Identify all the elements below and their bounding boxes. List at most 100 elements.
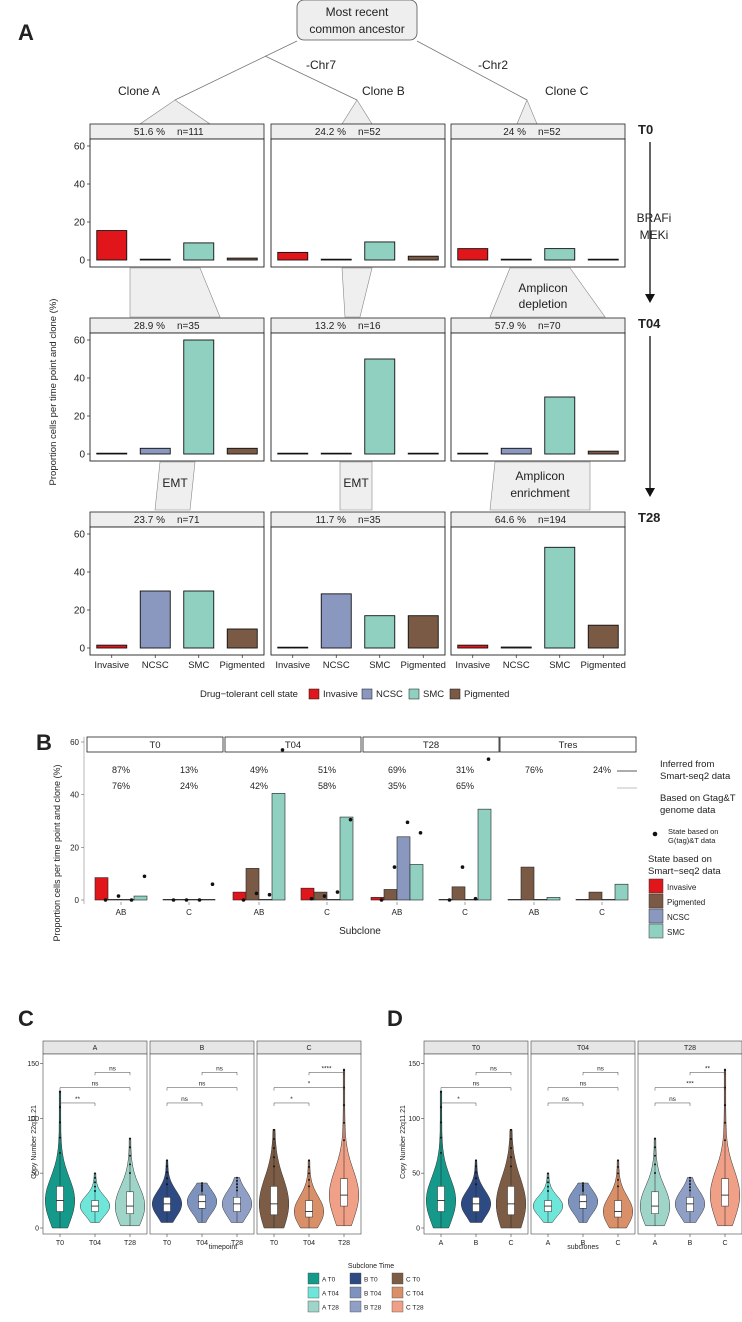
outlier-dot <box>59 1151 61 1154</box>
box <box>651 1191 659 1214</box>
legend-b-label-smc: SMC <box>667 928 685 937</box>
dot-gtag-ncsc <box>267 892 272 897</box>
significance-bracket <box>59 1102 96 1106</box>
bar-smc <box>339 816 354 901</box>
panel-b: B Proportion cells per time point and cl… <box>36 730 736 942</box>
outlier-dot <box>201 1187 203 1190</box>
legend-cd-swatch-c_t04 <box>391 1286 404 1299</box>
pct-gtag: 35% <box>388 781 406 791</box>
y-tick-label: 100 <box>408 1116 420 1123</box>
bar-invasive <box>457 644 489 649</box>
outlier-dot <box>166 1177 168 1180</box>
x-tick-label: SMC <box>369 660 390 671</box>
facet-strip-label: T04 <box>285 740 301 751</box>
bar-invasive <box>457 248 489 261</box>
y-tick-label: 0 <box>75 896 80 905</box>
facet-strip-percent: 28.9 % <box>134 321 165 332</box>
pct-smartseq: 76% <box>525 765 543 775</box>
legend-cd-label-b_t28: B T28 <box>364 1305 382 1312</box>
tree-label-chr2: -Chr2 <box>478 58 508 72</box>
bar-invasive <box>575 899 590 901</box>
facet-strip <box>499 736 637 753</box>
outlier-dot <box>94 1185 96 1188</box>
significance-label: ns <box>562 1096 570 1103</box>
significance-bracket <box>440 1087 512 1091</box>
bar-invasive <box>277 251 309 261</box>
facet-plot-frame <box>450 332 626 462</box>
outlier-dot <box>510 1147 512 1150</box>
dot-gtag-smc <box>210 882 215 886</box>
legend-b-dot <box>652 831 658 837</box>
outlier-dot <box>308 1178 310 1181</box>
dot-gtag-pigmented <box>322 894 327 898</box>
significance-bracket <box>308 1072 345 1076</box>
significance-label: ns <box>473 1081 481 1088</box>
outlier-dot <box>273 1165 275 1168</box>
x-tick-label: C <box>599 908 605 917</box>
bar-ncsc <box>320 258 352 261</box>
bar-invasive <box>94 877 109 901</box>
bar-smc <box>477 808 492 901</box>
outlier-dot <box>654 1137 656 1140</box>
y-tick-label: 150 <box>27 1061 39 1068</box>
panel-a: A Most recent common ancestor -Chr7 -Chr… <box>18 0 671 700</box>
connector-b-t0-t04 <box>341 267 373 318</box>
tree-cone-b <box>341 99 373 125</box>
significance-label: *** <box>686 1081 694 1088</box>
x-tick-label: NCSC <box>142 660 169 671</box>
significance-label: ** <box>75 1096 81 1103</box>
outlier-dot <box>547 1189 549 1192</box>
outlier-dot <box>689 1176 691 1179</box>
outlier-dot <box>510 1128 512 1131</box>
note-dot-2: G(tag)&T data <box>668 836 716 845</box>
facet-strip-count: n=52 <box>538 127 561 138</box>
bar-smc <box>546 897 561 901</box>
time-label-t04: T04 <box>638 316 661 331</box>
bar-smc <box>364 241 396 261</box>
legend-cd-swatch-b_t04 <box>349 1286 362 1299</box>
outlier-dot <box>510 1137 512 1140</box>
facet-strip-count: n=70 <box>538 321 561 332</box>
x-tick-label: B <box>688 1240 693 1247</box>
legend-a-label-pigmented: Pigmented <box>464 689 509 700</box>
outlier-dot <box>343 1121 345 1124</box>
box <box>614 1200 622 1218</box>
panel-d: D Copy Number 22q11.21 subclones T0 0 50 10… <box>387 1006 742 1251</box>
outlier-dot <box>201 1186 203 1189</box>
legend-a-label-invasive: Invasive <box>323 689 358 700</box>
bar-smc <box>544 546 576 649</box>
bar-invasive <box>507 899 522 901</box>
x-tick-label: SMC <box>188 660 209 671</box>
y-tick-label: 150 <box>408 1061 420 1068</box>
bar-pigmented <box>313 891 328 901</box>
bar-smc <box>183 339 215 455</box>
dot-gtag-smc <box>142 874 147 879</box>
y-tick-label: 0 <box>79 450 85 461</box>
tree-edge-c <box>416 40 528 101</box>
outlier-dot <box>343 1139 345 1142</box>
y-tick-label: 0 <box>35 1226 39 1233</box>
significance-label: ** <box>705 1065 711 1072</box>
legend-a-swatch-smc <box>408 688 420 700</box>
tree-edge-a <box>174 40 298 101</box>
significance-label: ns <box>490 1065 498 1072</box>
annotation-emt-a: EMT <box>162 476 188 490</box>
dot-gtag-invasive <box>309 896 314 901</box>
legend-cd-title: Subclone Time <box>348 1263 394 1270</box>
outlier-dot <box>273 1156 275 1159</box>
note-gtag-2: genome data <box>660 805 716 816</box>
bar-invasive <box>96 230 128 261</box>
outlier-dot <box>166 1159 168 1162</box>
facet-strip-label: T28 <box>684 1045 696 1052</box>
box <box>270 1186 278 1216</box>
outlier-dot <box>617 1159 619 1162</box>
legend-cd-label-b_t04: B T04 <box>364 1291 382 1298</box>
dot-gtag-pigmented <box>116 894 121 898</box>
y-tick-label: 20 <box>74 218 86 229</box>
outlier-dot <box>475 1183 477 1186</box>
panel-letter-a: A <box>18 20 34 45</box>
legend-b-swatch-ncsc <box>648 908 664 924</box>
outlier-dot <box>59 1121 61 1124</box>
bar-ncsc <box>500 447 532 455</box>
outlier-dot <box>617 1165 619 1168</box>
